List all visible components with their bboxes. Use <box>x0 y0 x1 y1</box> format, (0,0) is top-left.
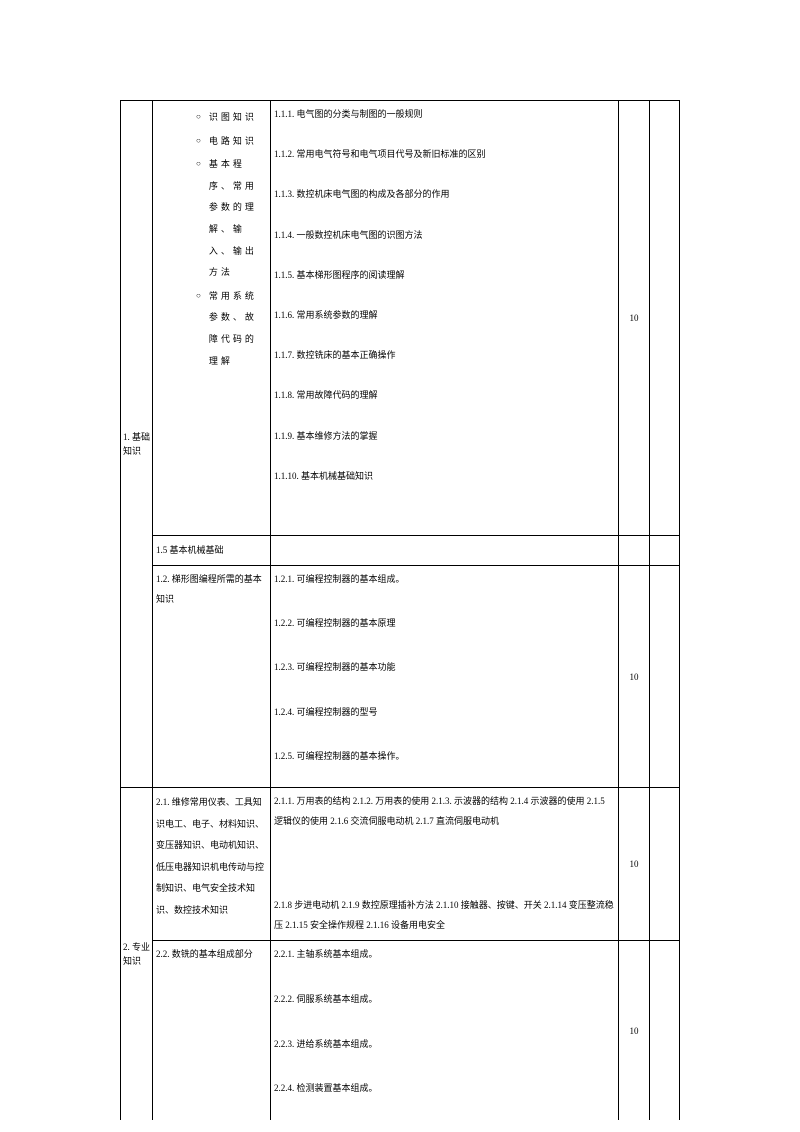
section-1-2-details: 1.2.1. 可编程控制器的基本组成。 1.2.2. 可编程控制器的基本原理 1… <box>271 566 619 787</box>
detail-item: 1.2.1. 可编程控制器的基本组成。 <box>271 566 618 610</box>
section-2-2-score: 10 <box>619 941 649 1120</box>
bullet-text: 常用系统参数、故障代码的理解 <box>209 286 267 372</box>
section-2-2-label: 2.2. 数铣的基本组成部分 <box>153 941 271 1120</box>
detail-item: 1.1.10. 基本机械基础知识 <box>271 463 618 535</box>
detail-item: 1.2.3. 可编程控制器的基本功能 <box>271 654 618 698</box>
bullet-icon: ○ <box>196 154 201 284</box>
detail-block: 2.1.8 步进电动机 2.1.9 数控原理插补方法 2.1.10 接触器、按键… <box>271 892 618 940</box>
detail-item: 1.1.3. 数控机床电气图的构成及各部分的作用 <box>271 181 618 221</box>
bullet-icon: ○ <box>196 107 201 129</box>
bullet-icon: ○ <box>196 286 201 372</box>
section-2-2: 2.2. 数铣的基本组成部分 2.2.1. 主轴系统基本组成。 2.2.2. 伺… <box>153 940 679 1120</box>
section-1-1-details: 1.1.1. 电气图的分类与制图的一般规则 1.1.2. 常用电气符号和电气项目… <box>271 101 619 535</box>
bullet-text: 识图知识 <box>209 107 257 129</box>
bullet-icon: ○ <box>196 131 201 153</box>
detail-item: 1.1.7. 数控铣床的基本正确操作 <box>271 342 618 382</box>
section-1-2-blank <box>649 566 679 787</box>
section-1-1-topics: ○识图知识 ○电路知识 ○基本程序、常用参数的理解、输入、输出方法 ○常用系统参… <box>153 101 271 535</box>
category-1-sections: ○识图知识 ○电路知识 ○基本程序、常用参数的理解、输入、输出方法 ○常用系统参… <box>153 101 679 787</box>
section-1-5: 1.5 基本机械基础 <box>153 535 679 565</box>
bullet-text: 基本程序、常用参数的理解、输入、输出方法 <box>209 154 267 284</box>
detail-item: 1.2.2. 可编程控制器的基本原理 <box>271 610 618 654</box>
section-1-5-score <box>619 536 649 565</box>
section-2-1: 2.1. 维修常用仪表、工具知识电工、电子、材料知识、变压器知识、电动机知识、低… <box>153 788 679 940</box>
detail-item: 1.1.9. 基本维修方法的掌握 <box>271 423 618 463</box>
detail-item: 1.1.4. 一般数控机床电气图的识图方法 <box>271 222 618 262</box>
detail-item: 2.2.4. 检测装置基本组成。 <box>271 1075 618 1120</box>
section-1-5-details <box>271 536 619 565</box>
detail-item: 2.2.1. 主轴系统基本组成。 <box>271 941 618 986</box>
section-1-1-blank <box>649 101 679 535</box>
category-row-2: 2. 专业知识 2.1. 维修常用仪表、工具知识电工、电子、材料知识、变压器知识… <box>121 788 679 1120</box>
section-2-1-label: 2.1. 维修常用仪表、工具知识电工、电子、材料知识、变压器知识、电动机知识、低… <box>153 788 271 940</box>
detail-block: 2.1.1. 万用表的结构 2.1.2. 万用表的使用 2.1.3. 示波器的结… <box>271 788 618 836</box>
section-2-1-blank <box>649 788 679 940</box>
section-2-1-details: 2.1.1. 万用表的结构 2.1.2. 万用表的使用 2.1.3. 示波器的结… <box>271 788 619 940</box>
syllabus-table: 1. 基础知识 ○识图知识 ○电路知识 ○基本程序、常用参数的理解、输入、输出方… <box>120 100 680 1120</box>
detail-item: 1.1.1. 电气图的分类与制图的一般规则 <box>271 101 618 141</box>
detail-item: 2.2.2. 伺服系统基本组成。 <box>271 986 618 1031</box>
section-2-2-blank <box>649 941 679 1120</box>
category-2-sections: 2.1. 维修常用仪表、工具知识电工、电子、材料知识、变压器知识、电动机知识、低… <box>153 788 679 1120</box>
bullet-list-1-1: ○识图知识 ○电路知识 ○基本程序、常用参数的理解、输入、输出方法 ○常用系统参… <box>156 107 267 372</box>
detail-item: 1.2.5. 可编程控制器的基本操作。 <box>271 743 618 787</box>
detail-item: 1.2.4. 可编程控制器的型号 <box>271 699 618 743</box>
detail-item: 2.2.3. 进给系统基本组成。 <box>271 1031 618 1076</box>
section-1-2: 1.2. 梯形图编程所需的基本知识 1.2.1. 可编程控制器的基本组成。 1.… <box>153 565 679 787</box>
section-1-5-label: 1.5 基本机械基础 <box>153 536 271 565</box>
detail-item: 1.1.6. 常用系统参数的理解 <box>271 302 618 342</box>
section-1-1: ○识图知识 ○电路知识 ○基本程序、常用参数的理解、输入、输出方法 ○常用系统参… <box>153 101 679 535</box>
section-1-2-label: 1.2. 梯形图编程所需的基本知识 <box>153 566 271 787</box>
category-1-label: 1. 基础知识 <box>121 101 153 787</box>
section-1-1-score: 10 <box>619 101 649 535</box>
detail-item: 1.1.5. 基本梯形图程序的阅读理解 <box>271 262 618 302</box>
section-1-5-blank <box>649 536 679 565</box>
section-2-2-details: 2.2.1. 主轴系统基本组成。 2.2.2. 伺服系统基本组成。 2.2.3.… <box>271 941 619 1120</box>
detail-item: 1.1.8. 常用故障代码的理解 <box>271 382 618 422</box>
section-2-1-score: 10 <box>619 788 649 940</box>
detail-item: 1.1.2. 常用电气符号和电气项目代号及新旧标准的区别 <box>271 141 618 181</box>
section-1-2-score: 10 <box>619 566 649 787</box>
category-row-1: 1. 基础知识 ○识图知识 ○电路知识 ○基本程序、常用参数的理解、输入、输出方… <box>121 101 679 788</box>
bullet-text: 电路知识 <box>209 131 257 153</box>
category-2-label: 2. 专业知识 <box>121 788 153 1120</box>
